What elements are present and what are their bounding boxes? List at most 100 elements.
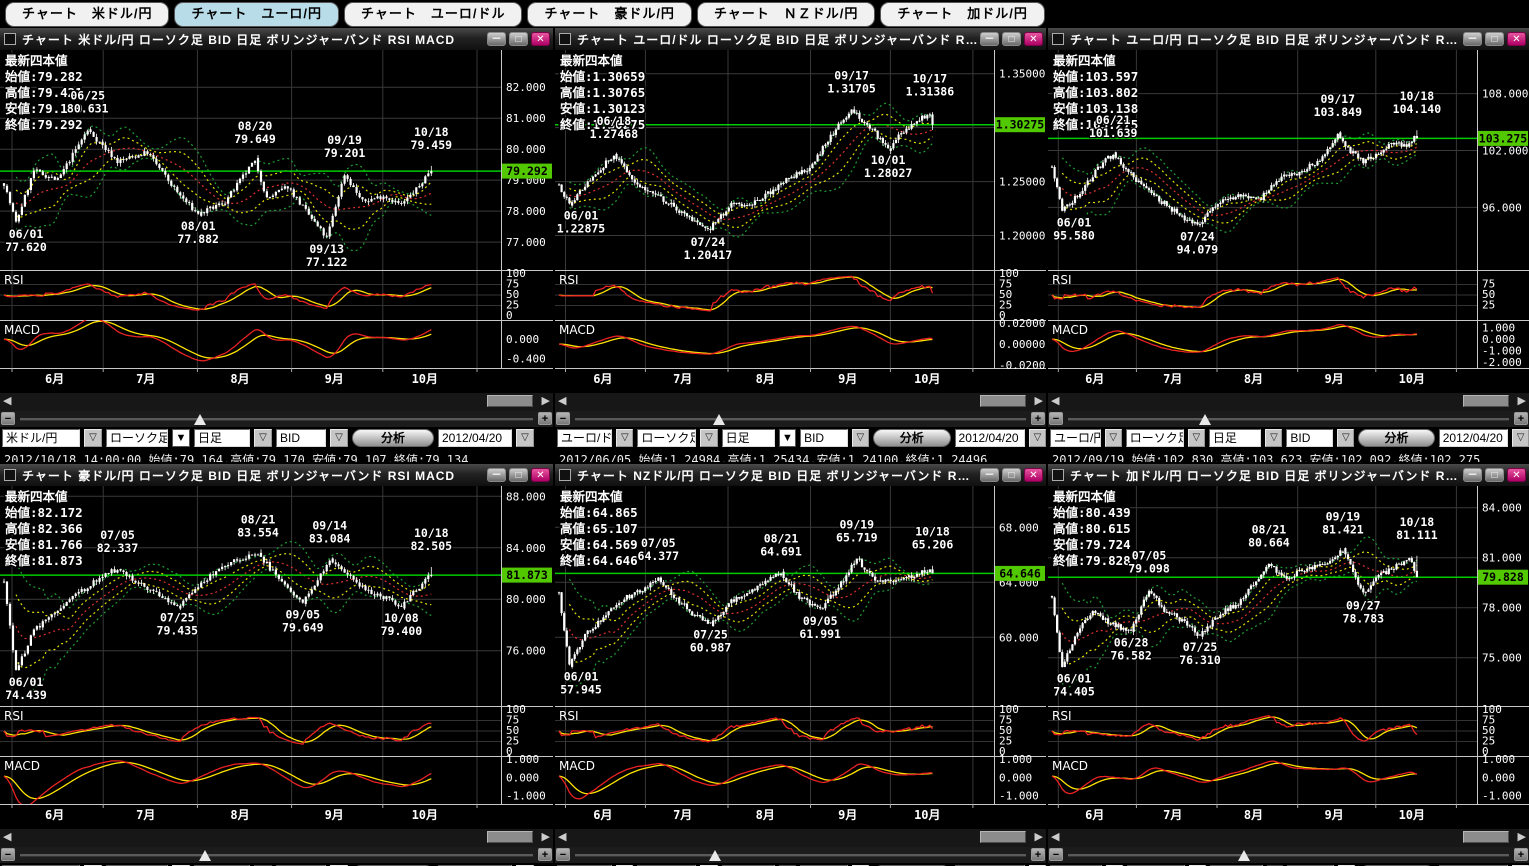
scroll-left-button[interactable]: ◀ (3, 395, 12, 407)
window-titlebar[interactable]: チャート 豪ドル/円 ローソク足 BID 日足 ボリンジャーバンド RSI MA… (0, 464, 553, 486)
scroll-left-button[interactable]: ◀ (3, 831, 12, 843)
date-select[interactable]: 2012/04/20 (1438, 429, 1509, 447)
scroll-left-button[interactable]: ◀ (1051, 831, 1060, 843)
chart-scrollbar[interactable]: ◀ ▶ (0, 393, 553, 411)
scroll-left-button[interactable]: ◀ (558, 395, 567, 407)
zoom-in-button[interactable]: + (1514, 848, 1528, 861)
zoom-slider-track[interactable] (1068, 854, 1509, 857)
scroll-left-button[interactable]: ◀ (558, 831, 567, 843)
zoom-out-button[interactable]: − (556, 848, 570, 861)
scrollbar-thumb[interactable] (980, 831, 1026, 843)
tab-eurusd-chart[interactable]: チャート ユーロ/ドル (343, 2, 523, 27)
tab-eurusd-chart[interactable]: チャート ユーロ/円 (174, 2, 339, 27)
zoom-slider-thumb[interactable] (708, 850, 721, 861)
zoom-slider[interactable]: − + (1048, 847, 1529, 863)
zoom-in-button[interactable]: + (538, 848, 552, 861)
chart-type-select[interactable]: ローソク足 (637, 429, 697, 447)
dropdown-arrow-icon[interactable]: ▽ (330, 429, 348, 447)
dropdown-arrow-icon[interactable]: ▽ (1104, 429, 1122, 447)
dropdown-arrow-icon[interactable]: ▽ (1337, 429, 1355, 447)
scrollbar-thumb[interactable] (1463, 395, 1509, 407)
dropdown-arrow-icon[interactable]: ▽ (254, 429, 272, 447)
minimize-button[interactable]: － (1463, 468, 1482, 482)
zoom-slider-thumb[interactable] (1198, 414, 1211, 425)
bid-ask-select[interactable]: BID (276, 429, 326, 447)
period-select[interactable]: 日足 (721, 429, 775, 447)
maximize-button[interactable]: □ (1002, 468, 1021, 482)
scroll-right-button[interactable]: ▶ (541, 395, 550, 407)
maximize-button[interactable]: □ (1002, 32, 1021, 46)
tab-audjpy-chart[interactable]: チャート 豪ドル/円 (527, 2, 692, 27)
dropdown-arrow-icon[interactable]: ▽ (1512, 429, 1529, 447)
zoom-slider-track[interactable] (20, 418, 533, 421)
zoom-in-button[interactable]: + (1031, 848, 1045, 861)
scrollbar-thumb[interactable] (487, 395, 533, 407)
scrollbar-thumb[interactable] (980, 395, 1026, 407)
zoom-slider[interactable]: − + (0, 847, 553, 863)
zoom-out-button[interactable]: − (556, 412, 570, 425)
dropdown-arrow-icon[interactable]: ▼ (778, 429, 797, 447)
analyze-button[interactable]: 分析 (1358, 429, 1435, 447)
window-titlebar[interactable]: チャート 米ドル/円 ローソク足 BID 日足 ボリンジャーバンド RSI MA… (0, 28, 553, 50)
zoom-slider-thumb[interactable] (198, 850, 211, 861)
dropdown-arrow-icon[interactable]: ▽ (616, 429, 634, 447)
dropdown-arrow-icon[interactable]: ▽ (1028, 429, 1046, 447)
window-titlebar[interactable]: チャート ユーロ/ドル ローソク足 BID 日足 ボリンジャーバンド RSI M… (555, 28, 1046, 50)
scrollbar-thumb[interactable] (1463, 831, 1509, 843)
date-select[interactable]: 2012/04/20 (954, 429, 1025, 447)
pair-select[interactable]: ユーロ/円 (1050, 429, 1101, 447)
pair-select[interactable]: ユーロ/ドル (557, 429, 613, 447)
zoom-slider-track[interactable] (575, 418, 1026, 421)
chart-scrollbar[interactable]: ◀ ▶ (1048, 393, 1529, 411)
minimize-button[interactable]: － (980, 468, 999, 482)
dropdown-arrow-icon[interactable]: ▽ (84, 429, 102, 447)
chart-scrollbar[interactable]: ◀ ▶ (555, 829, 1046, 847)
scroll-right-button[interactable]: ▶ (1517, 831, 1526, 843)
dropdown-arrow-icon[interactable]: ▽ (700, 429, 718, 447)
minimize-button[interactable]: － (487, 468, 506, 482)
scroll-right-button[interactable]: ▶ (541, 831, 550, 843)
scroll-right-button[interactable]: ▶ (1517, 395, 1526, 407)
bid-ask-select[interactable]: BID (1286, 429, 1334, 447)
zoom-in-button[interactable]: + (1031, 412, 1045, 425)
maximize-button[interactable]: □ (509, 468, 528, 482)
zoom-slider[interactable]: − + (555, 411, 1046, 427)
dropdown-arrow-icon[interactable]: ▽ (516, 429, 534, 447)
scroll-left-button[interactable]: ◀ (1051, 395, 1060, 407)
zoom-slider[interactable]: − + (0, 411, 553, 427)
chart-scrollbar[interactable]: ◀ ▶ (1048, 829, 1529, 847)
close-button[interactable]: ✕ (1507, 468, 1526, 482)
zoom-slider-thumb[interactable] (193, 414, 206, 425)
dropdown-arrow-icon[interactable]: ▼ (172, 429, 190, 447)
period-select[interactable]: 日足 (1208, 429, 1262, 447)
zoom-in-button[interactable]: + (538, 412, 552, 425)
zoom-out-button[interactable]: − (1049, 848, 1063, 861)
maximize-button[interactable]: □ (1485, 32, 1504, 46)
zoom-slider[interactable]: − + (555, 847, 1046, 863)
pair-select[interactable]: 米ドル/円 (2, 429, 80, 447)
zoom-in-button[interactable]: + (1514, 412, 1528, 425)
tab-nzdjpy-chart[interactable]: チャート ＮＺドル/円 (696, 2, 876, 27)
scroll-right-button[interactable]: ▶ (1034, 395, 1043, 407)
analyze-button[interactable]: 分析 (872, 429, 951, 447)
zoom-out-button[interactable]: − (1049, 412, 1063, 425)
zoom-slider[interactable]: − + (1048, 411, 1529, 427)
close-button[interactable]: ✕ (1024, 32, 1043, 46)
zoom-slider-track[interactable] (575, 854, 1026, 857)
window-titlebar[interactable]: チャート NZドル/円 ローソク足 BID 日足 ボリンジャーバンド RSI M… (555, 464, 1046, 486)
minimize-button[interactable]: － (487, 32, 506, 46)
close-button[interactable]: ✕ (1507, 32, 1526, 46)
zoom-slider-thumb[interactable] (713, 414, 726, 425)
window-titlebar[interactable]: チャート ユーロ/円 ローソク足 BID 日足 ボリンジャーバンド RSI MA… (1048, 28, 1529, 50)
scrollbar-thumb[interactable] (487, 831, 533, 843)
tab-cadjpy-chart[interactable]: チャート 加ドル/円 (880, 2, 1045, 27)
chart-scrollbar[interactable]: ◀ ▶ (555, 393, 1046, 411)
close-button[interactable]: ✕ (531, 468, 550, 482)
close-button[interactable]: ✕ (531, 32, 550, 46)
chart-scrollbar[interactable]: ◀ ▶ (0, 829, 553, 847)
zoom-out-button[interactable]: − (1, 848, 15, 861)
analyze-button[interactable]: 分析 (352, 429, 434, 447)
close-button[interactable]: ✕ (1024, 468, 1043, 482)
scroll-right-button[interactable]: ▶ (1034, 831, 1043, 843)
dropdown-arrow-icon[interactable]: ▽ (1265, 429, 1283, 447)
